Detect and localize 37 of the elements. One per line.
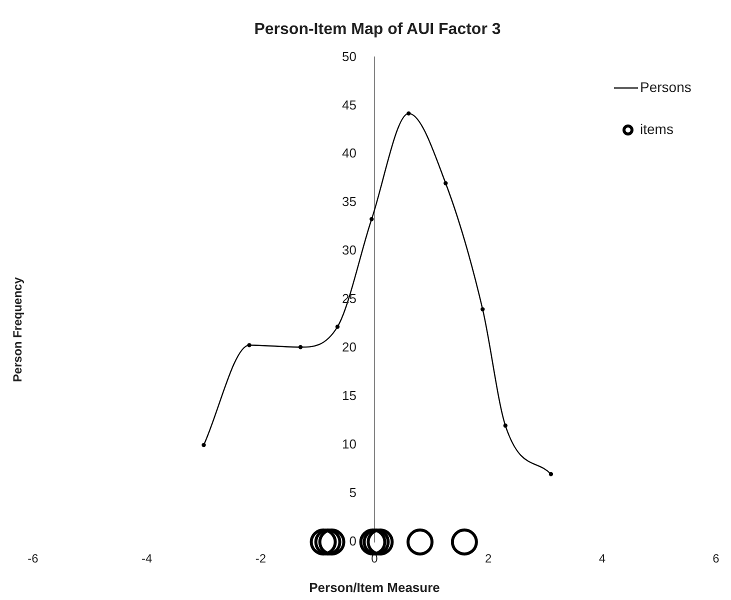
point: [480, 307, 485, 312]
legend-label: items: [640, 120, 674, 137]
point: [247, 343, 252, 348]
point: [370, 217, 374, 222]
x-tick-label: -2: [255, 552, 266, 566]
y-tick-label: 5: [349, 485, 356, 500]
point: [406, 111, 411, 116]
point: [450, 528, 478, 556]
y-axis-title: Person Frequency: [10, 276, 24, 382]
x-tick-label: 4: [598, 552, 606, 566]
y-tick-label: 40: [342, 146, 356, 161]
y-tick-label: 15: [342, 388, 356, 404]
y-tick-label: 35: [342, 194, 356, 210]
point: [548, 472, 554, 476]
point: [314, 528, 342, 556]
x-tick-label: -4: [141, 552, 152, 566]
point: [310, 528, 337, 556]
point: [202, 442, 206, 448]
point: [318, 528, 346, 556]
y-tick-label: 30: [342, 242, 356, 258]
x-tick-label: 2: [484, 552, 492, 566]
point: [298, 345, 303, 350]
y-tick-label: 45: [342, 97, 356, 112]
y-tick-label: 20: [342, 340, 356, 355]
point: [406, 528, 434, 556]
y-tick-label: 0: [349, 534, 356, 549]
y-tick-label: 10: [342, 436, 356, 452]
point: [335, 324, 340, 329]
x-tick-label: 6: [712, 552, 720, 566]
x-axis-title: Person/Item Measure: [309, 580, 440, 595]
chart-title: Person-Item Map of AUI Factor 3: [254, 21, 501, 38]
point: [444, 181, 448, 186]
legend-label: Persons: [640, 78, 692, 95]
y-tick-label: 50: [342, 48, 356, 64]
x-tick-label: -6: [28, 552, 39, 566]
point: [366, 528, 394, 556]
point: [503, 424, 508, 428]
